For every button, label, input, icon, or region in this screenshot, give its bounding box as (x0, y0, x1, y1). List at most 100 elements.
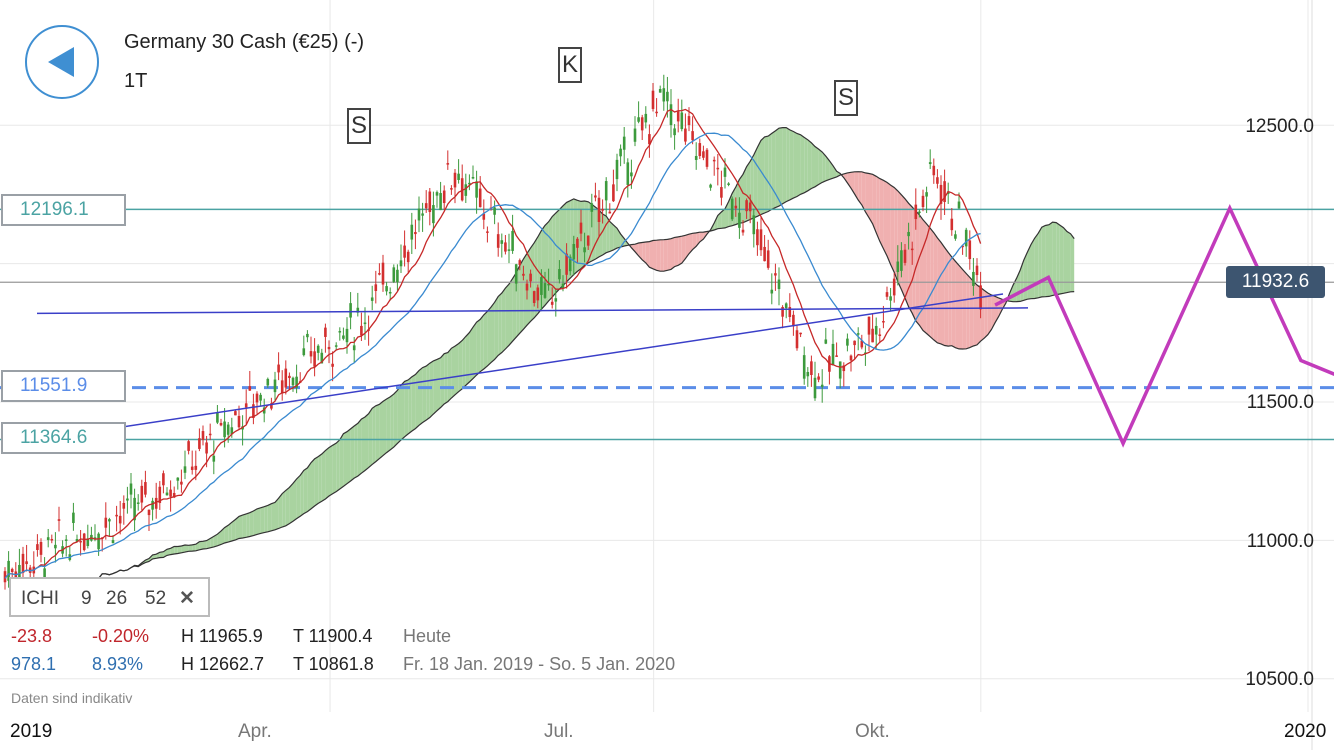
cloud-segment (458, 340, 463, 392)
candle-body (795, 330, 799, 349)
back-button[interactable] (25, 25, 99, 99)
cloud-segment (159, 551, 164, 558)
cloud-segment (667, 238, 671, 271)
cloud-segment (793, 131, 797, 199)
candle-body (399, 260, 403, 267)
close-icon[interactable]: ✕ (179, 588, 195, 609)
cloud-segment (170, 546, 175, 555)
candle-body (928, 162, 932, 165)
candle-body (921, 195, 925, 208)
cloud-segment (167, 548, 171, 556)
cloud-segment (332, 443, 337, 494)
candle-body (108, 519, 111, 522)
candle-body (496, 234, 500, 248)
cloud-segment (437, 357, 441, 411)
cloud-segment (638, 242, 643, 260)
projection-path (994, 204, 1334, 448)
candle-body (792, 314, 795, 327)
candle-body (691, 131, 694, 141)
candle-body (320, 352, 324, 364)
candle-body (424, 203, 428, 209)
candle-body (907, 231, 910, 237)
cloud-segment (375, 404, 380, 462)
candle-body (626, 162, 630, 185)
cloud-segment (483, 311, 488, 369)
candle-body (622, 136, 626, 150)
candle-body (172, 493, 176, 498)
candle-body (435, 192, 439, 196)
candle-body (950, 218, 954, 231)
indicator-param-1: 9 (81, 588, 92, 609)
candle-body (612, 184, 615, 202)
candle-body (885, 292, 889, 297)
price-tag-11551: 11551.9 (1, 370, 126, 402)
cloud-segment (246, 512, 250, 538)
cloud-segment (933, 232, 938, 343)
candle-body (723, 167, 727, 177)
candle-body (727, 183, 730, 185)
cloud-segment (926, 223, 931, 337)
cloud-segment (267, 503, 272, 532)
cloud-segment (217, 531, 221, 546)
candle-body (64, 539, 68, 541)
candle-body (871, 328, 874, 343)
cloud-segment (433, 359, 437, 414)
cloud-segment (1059, 225, 1064, 295)
candle-body (468, 182, 471, 185)
candle-body (536, 287, 540, 301)
cloud-segment (347, 428, 351, 484)
candle-body (604, 181, 608, 201)
cloud-segment (336, 439, 340, 492)
candle-body (302, 348, 306, 356)
price-tag-12196: 12196.1 (1, 194, 126, 226)
candle-body (428, 191, 432, 213)
period-label[interactable]: 1T (124, 70, 148, 92)
candle-body (446, 163, 450, 165)
candle-body (288, 375, 291, 379)
candle-body (165, 492, 169, 496)
today-high: H 11965.9 (181, 626, 263, 646)
candle-body (180, 481, 183, 485)
candle-body (169, 489, 172, 497)
candle-body (46, 537, 50, 541)
candle-body (640, 117, 644, 131)
cloud-segment (577, 200, 581, 272)
indicator-chip[interactable]: ICHI 9 26 52 ✕ (9, 577, 210, 617)
candle-body (568, 256, 572, 272)
candle-body (903, 249, 907, 263)
cloud-segment (869, 173, 873, 224)
cloud-segment (609, 221, 614, 252)
candle-body (72, 512, 75, 524)
candle-body (666, 91, 669, 102)
candle-body (630, 172, 633, 177)
candle-body (453, 172, 457, 188)
cloud-segment (761, 136, 765, 215)
cloud-segment (854, 171, 859, 200)
cloud-segment (293, 478, 297, 522)
cloud-segment (523, 253, 527, 330)
cloud-segment (512, 272, 517, 342)
candle-body (194, 465, 198, 470)
candle-body (964, 229, 968, 247)
cloud-segment (505, 284, 509, 349)
candle-body (615, 159, 619, 180)
candle-body (136, 502, 140, 504)
cloud-segment (365, 413, 369, 471)
candle-body (730, 198, 734, 220)
cloud-segment (606, 216, 610, 253)
candle-body (655, 111, 658, 114)
candle-body (957, 201, 961, 209)
price-tag-11364: 11364.6 (1, 422, 126, 454)
cloud-segment (1067, 231, 1071, 293)
candle-body (838, 361, 842, 379)
candle-body (442, 190, 446, 204)
cloud-segment (440, 353, 445, 408)
candle-body (698, 143, 702, 157)
cloud-segment (771, 130, 776, 210)
cloud-segment (285, 487, 290, 526)
candle-body (914, 204, 918, 220)
candle-body (133, 497, 136, 521)
today-low: T 11900.4 (293, 626, 373, 646)
trend-line-rising (94, 293, 1004, 432)
